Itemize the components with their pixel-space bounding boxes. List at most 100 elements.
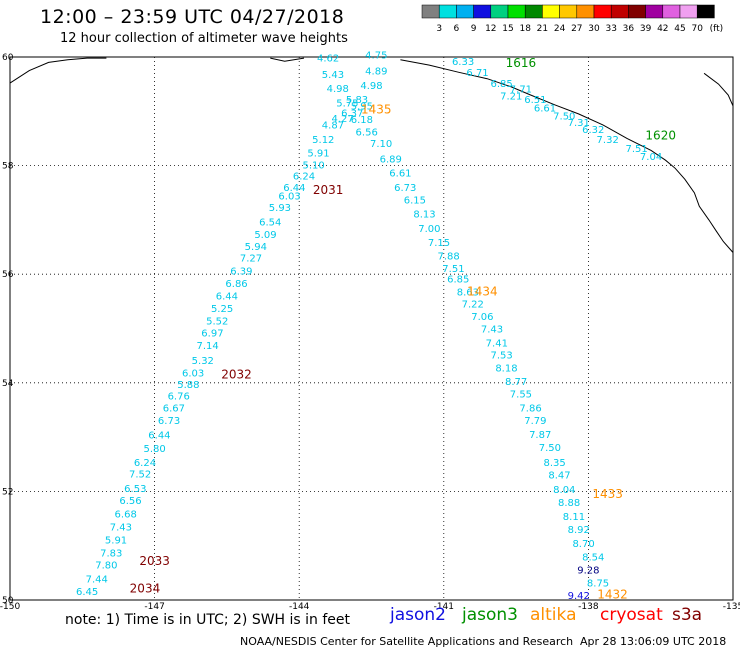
swh-value: 7.43 (481, 324, 503, 335)
colorbar-label: 27 (571, 24, 582, 34)
swh-value: 9.42 (568, 591, 590, 602)
lon-tick-label: -147 (144, 602, 164, 612)
swh-value: 7.88 (437, 252, 459, 263)
swh-value: 4.75 (365, 51, 387, 62)
swh-value: 5.88 (177, 380, 199, 391)
swh-value: 8.13 (413, 210, 435, 221)
swh-value: 6.61 (389, 168, 411, 179)
swh-value-coastal: 7.71 (510, 84, 532, 95)
swh-value-coastal: 7.50 (553, 111, 575, 122)
pass-time-label: 2031 (313, 183, 344, 197)
swh-value: 7.41 (486, 338, 508, 349)
swh-value: 7.83 (100, 549, 122, 560)
swh-value: 4.27 (331, 114, 353, 125)
colorbar-label: 70 (691, 24, 703, 34)
colorbar-unit: (ft) (710, 24, 724, 34)
swh-value: 8.04 (553, 485, 575, 496)
colorbar-label: 42 (657, 24, 668, 34)
swh-value: 8.18 (495, 363, 517, 374)
swh-value: 8.88 (558, 498, 580, 509)
swh-value: 7.86 (519, 404, 541, 415)
swh-value: 8.11 (563, 512, 585, 523)
pass-time-label: 1434 (467, 284, 498, 298)
swh-value: 5.83 (346, 95, 368, 106)
swh-value-coastal: 7.32 (597, 135, 619, 146)
swh-value: 5.09 (254, 230, 276, 241)
swh-value: 6.85 (447, 274, 469, 285)
coastline (9, 57, 107, 84)
pass-time-label: 2033 (139, 554, 170, 568)
pass-time-label: 2032 (221, 367, 252, 381)
swh-value-coastal: 6.51 (524, 95, 546, 106)
swh-value: 6.24 (293, 172, 315, 183)
swh-value: 5.95 (351, 102, 373, 113)
swh-value: 6.03 (182, 368, 204, 379)
pass-time-label: 1433 (592, 487, 623, 501)
swh-value: 7.79 (524, 416, 546, 427)
swh-value: 6.44 (283, 183, 305, 194)
swh-value: 6.97 (201, 329, 223, 340)
colorbar-label: 18 (519, 24, 531, 34)
pass-time-label: 1620 (645, 129, 676, 143)
colorbar-swatch (696, 4, 715, 19)
colorbar-label: 12 (485, 24, 496, 34)
pass-time-label: 2034 (130, 581, 161, 595)
swh-value: 8.54 (582, 552, 604, 563)
swh-value: 7.44 (86, 575, 108, 586)
swh-value: 6.39 (230, 267, 252, 278)
coastline (703, 72, 734, 107)
swh-value: 7.53 (491, 350, 513, 361)
swh-value: 5.43 (322, 70, 344, 81)
swh-value: 7.27 (240, 254, 262, 265)
generated-timestamp: Apr 28 13:06:09 UTC 2018 (580, 635, 727, 648)
lon-tick-label: -150 (0, 602, 20, 612)
swh-value: 7.15 (428, 238, 450, 249)
colorbar-label: 39 (640, 24, 652, 34)
swh-value: 7.10 (370, 139, 392, 150)
swh-value-coastal: 6.32 (582, 125, 604, 136)
swh-value: 8.63 (457, 287, 479, 298)
swh-value: 5.94 (245, 242, 267, 253)
lat-tick-label: 50 (2, 596, 14, 606)
swh-value: 8.35 (544, 458, 566, 469)
swh-value: 5.75 (336, 98, 358, 109)
swh-value-coastal: 7.31 (568, 118, 590, 129)
lat-tick-label: 58 (2, 162, 14, 172)
swh-value: 7.87 (529, 430, 551, 441)
pass-time-label: 1432 (597, 587, 628, 601)
swh-value: 8.70 (572, 539, 594, 550)
swh-value: 6.73 (394, 183, 416, 194)
page-title: 12:00 – 23:59 UTC 04/27/2018 (40, 6, 345, 28)
credit-line: NOAA/NESDIS Center for Satellite Applica… (240, 635, 574, 648)
colorbar-label: 24 (554, 24, 566, 34)
swh-value: 6.67 (163, 404, 185, 415)
swh-value: 6.18 (351, 115, 373, 126)
swh-value: 6.68 (115, 509, 137, 520)
swh-value: 4.98 (327, 84, 349, 95)
lat-tick-label: 52 (2, 487, 13, 497)
lat-tick-label: 54 (2, 379, 14, 389)
colorbar-label: 33 (605, 24, 616, 34)
coastline (400, 59, 734, 253)
colorbar-label: 36 (623, 24, 635, 34)
swh-value-coastal: 6.71 (466, 68, 488, 79)
colorbar-label: 3 (436, 24, 442, 34)
swh-value: 7.43 (110, 522, 132, 533)
legend-jason3: jason3 (462, 605, 518, 625)
swh-value-coastal: 7.21 (500, 91, 522, 102)
swh-value: 7.22 (462, 299, 484, 310)
colorbar-label: 15 (502, 24, 513, 34)
swh-value: 7.14 (196, 341, 218, 352)
lon-tick-label: -138 (578, 602, 599, 612)
swh-value: 8.47 (548, 470, 570, 481)
swh-value: 6.03 (278, 191, 300, 202)
swh-value: 6.86 (225, 279, 247, 290)
swh-value: 6.54 (259, 217, 281, 228)
pass-time-label: 1435 (361, 102, 392, 116)
swh-value-coastal: 6.61 (534, 103, 556, 114)
swh-value: 5.12 (312, 135, 334, 146)
swh-value: 5.91 (105, 536, 127, 547)
legend-altika: altika (530, 605, 577, 625)
colorbar-label: 9 (471, 24, 477, 34)
swh-value-coastal: 7.51 (625, 144, 647, 155)
